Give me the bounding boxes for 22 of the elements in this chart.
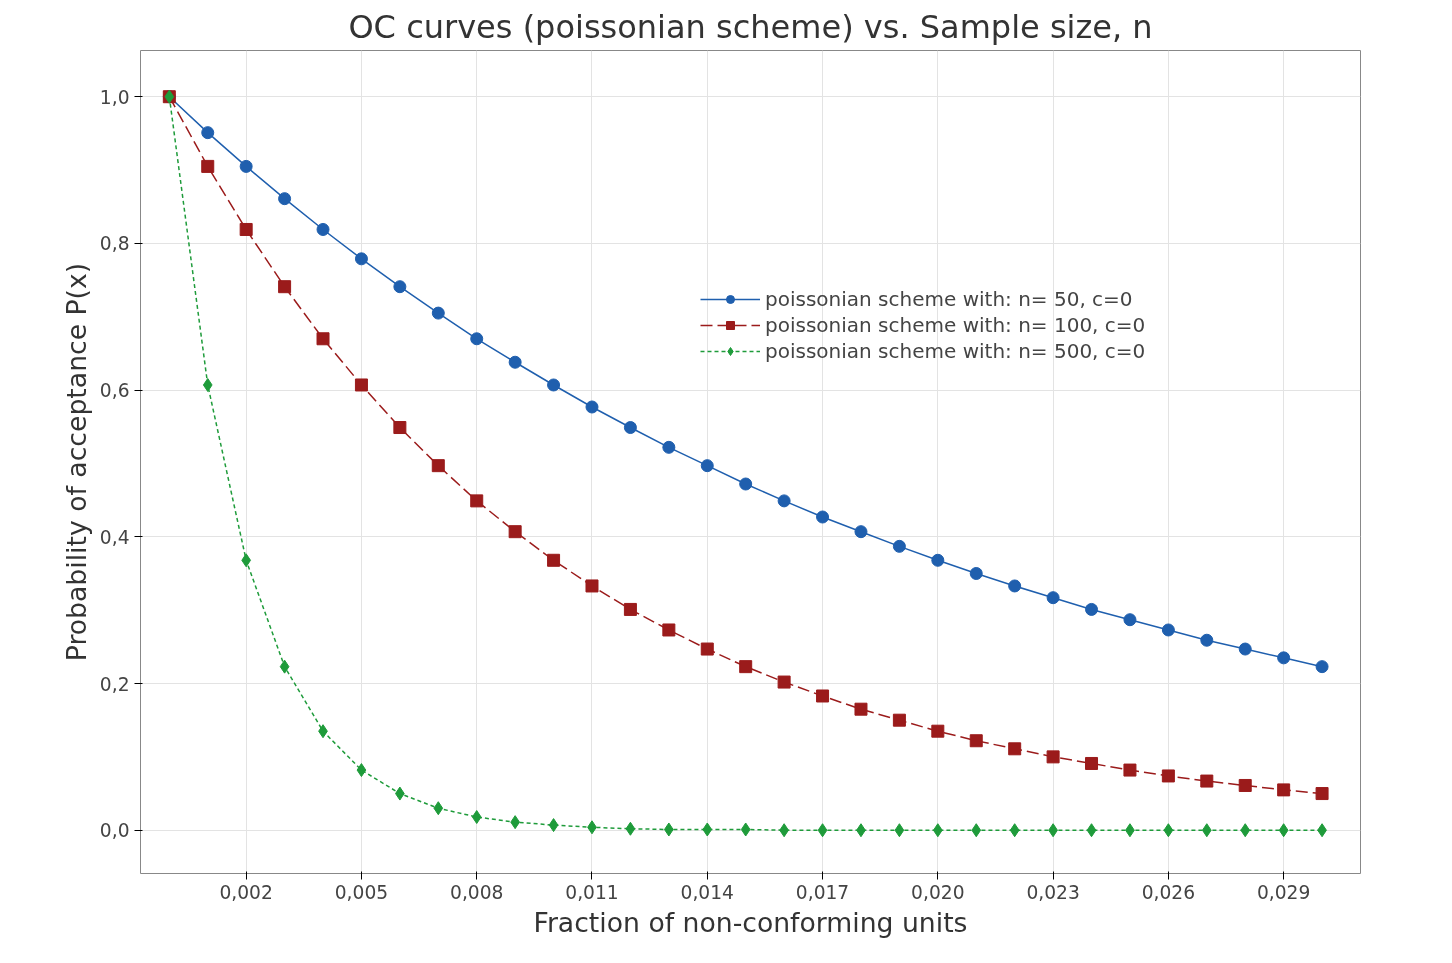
y-tick-label: 1,0: [99, 86, 130, 108]
x-tick-label: 0,002: [219, 881, 273, 903]
y-tick-label: 0,0: [99, 820, 130, 842]
x-tick-label: 0,017: [795, 881, 850, 903]
y-axis-title: Probability of acceptance P(x): [60, 262, 92, 662]
chart-title: OC curves (poissonian scheme) vs. Sample size, n: [348, 7, 1153, 46]
x-tick-label: 0,014: [680, 881, 734, 903]
y-tick-label: 0,4: [99, 526, 130, 548]
x-tick-label: 0,026: [1141, 881, 1196, 903]
y-tick-label: 0,2: [99, 673, 130, 695]
x-tick-label: 0,020: [911, 881, 965, 903]
legend-label: poissonian scheme with: n= 500, c=0: [765, 339, 1146, 363]
x-tick-label: 0,029: [1256, 881, 1311, 903]
x-tick-label: 0,005: [334, 881, 389, 903]
y-tick-label: 0,8: [99, 233, 130, 255]
y-tick-label: 0,6: [99, 380, 130, 402]
x-axis-title: Fraction of non-conforming units: [533, 906, 968, 938]
x-tick-label: 0,008: [450, 881, 504, 903]
legend-label: poissonian scheme with: n= 50, c=0: [765, 287, 1133, 311]
x-tick-label: 0,011: [565, 881, 619, 903]
x-tick-label: 0,023: [1026, 881, 1080, 903]
legend-label: poissonian scheme with: n= 100, c=0: [765, 313, 1146, 337]
